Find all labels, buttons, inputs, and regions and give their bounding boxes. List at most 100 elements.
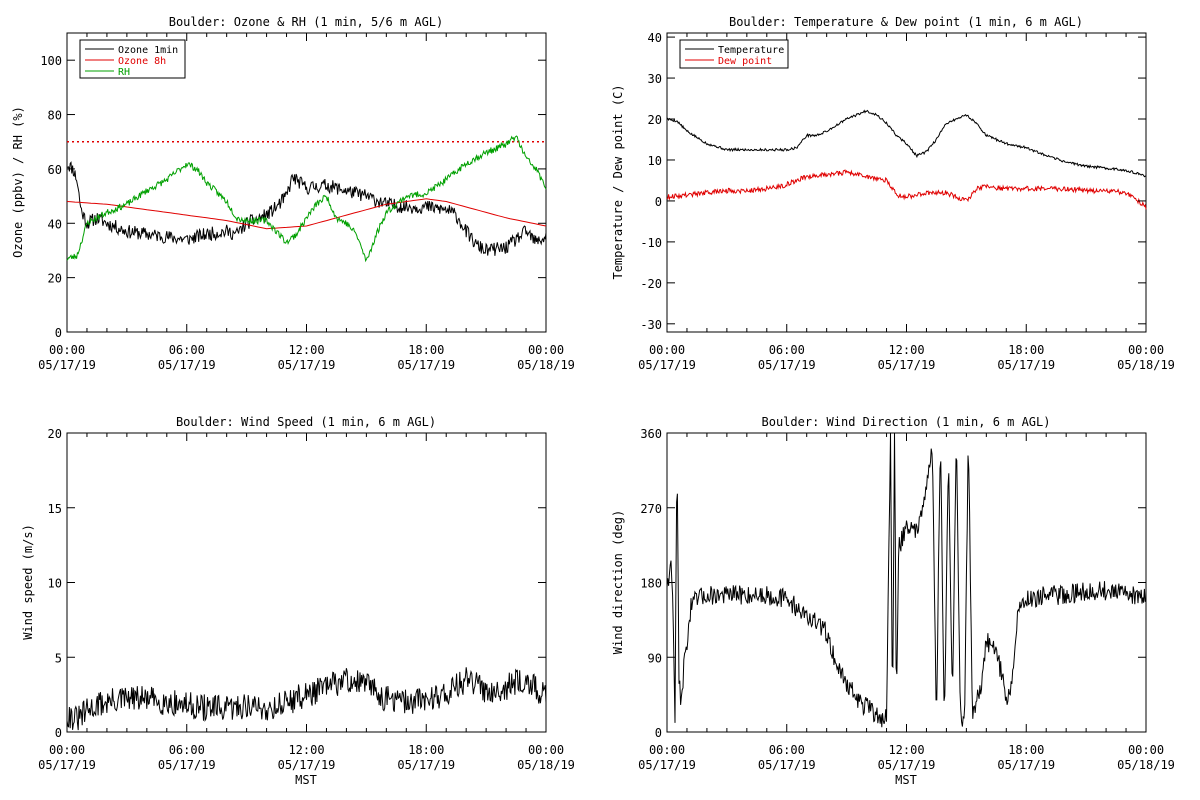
x-tick-time: 06:00 xyxy=(769,743,805,757)
x-tick-date: 05/17/19 xyxy=(38,758,96,772)
series-line-temperature xyxy=(666,109,1147,178)
y-tick-label: 100 xyxy=(40,54,62,68)
x-tick-date: 05/18/19 xyxy=(1117,358,1175,372)
x-tick-time: 12:00 xyxy=(888,743,924,757)
x-tick-date: 05/17/19 xyxy=(878,358,936,372)
y-tick-label: 20 xyxy=(648,113,662,127)
x-tick-date: 05/17/19 xyxy=(638,758,696,772)
x-tick-date: 05/17/19 xyxy=(997,758,1055,772)
y-tick-label: 180 xyxy=(640,577,662,591)
x-tick-time: 18:00 xyxy=(1008,743,1044,757)
legend: Ozone 1min Ozone 8h RH xyxy=(79,39,186,79)
y-tick-label: 0 xyxy=(655,195,662,209)
y-tick-label: -10 xyxy=(640,236,662,250)
x-tick-date: 05/17/19 xyxy=(278,358,336,372)
y-tick-label: 0 xyxy=(655,726,662,740)
y-tick-label: 80 xyxy=(48,109,62,123)
plot-frame xyxy=(666,432,1147,733)
axis-layer: -30-20-1001020304000:0005/17/1906:0005/1… xyxy=(638,31,1175,372)
x-tick-time: 00:00 xyxy=(49,343,85,357)
x-tick-time: 00:00 xyxy=(1128,343,1164,357)
legend-label-temperature: Temperature xyxy=(718,45,784,56)
x-tick-time: 12:00 xyxy=(288,743,324,757)
y-tick-label: 360 xyxy=(640,427,662,441)
x-tick-date: 05/17/19 xyxy=(758,358,816,372)
x-tick-time: 18:00 xyxy=(1008,343,1044,357)
y-tick-label: 10 xyxy=(48,577,62,591)
series-line-dew-point xyxy=(666,169,1147,210)
y-axis-label: Temperature / Dew point (C) xyxy=(611,84,625,279)
series-line-ozone-8h xyxy=(66,198,547,230)
y-tick-label: 30 xyxy=(648,72,662,86)
x-tick-time: 06:00 xyxy=(769,343,805,357)
series-layer xyxy=(666,109,1147,210)
x-tick-date: 05/17/19 xyxy=(638,358,696,372)
x-tick-date: 05/17/19 xyxy=(397,358,455,372)
y-tick-label: 60 xyxy=(48,163,62,177)
axis-layer: 02040608010000:0005/17/1906:0005/17/1912… xyxy=(38,33,575,372)
x-tick-time: 12:00 xyxy=(288,343,324,357)
y-tick-label: 5 xyxy=(55,651,62,665)
x-tick-time: 00:00 xyxy=(1128,743,1164,757)
x-tick-time: 06:00 xyxy=(169,343,205,357)
y-tick-label: 270 xyxy=(640,502,662,516)
series-line-ozone-1min xyxy=(66,161,547,256)
y-tick-label: 15 xyxy=(48,502,62,516)
y-tick-label: 20 xyxy=(48,272,62,286)
y-axis-label: Wind speed (m/s) xyxy=(21,524,35,640)
y-tick-label: 0 xyxy=(55,326,62,340)
x-tick-date: 05/17/19 xyxy=(38,358,96,372)
chart-ozone-rh: Boulder: Ozone & RH (1 min, 5/6 m AGL) 0… xyxy=(11,15,575,372)
y-tick-label: 0 xyxy=(55,726,62,740)
legend-label-ozone-8h: Ozone 8h xyxy=(118,56,166,67)
x-tick-time: 00:00 xyxy=(649,743,685,757)
axis-layer: 09018027036000:0005/17/1906:0005/17/1912… xyxy=(638,427,1175,772)
x-tick-date: 05/17/19 xyxy=(878,758,936,772)
chart-title: Boulder: Wind Speed (1 min, 6 m AGL) xyxy=(176,415,436,429)
x-tick-time: 00:00 xyxy=(49,743,85,757)
x-axis-label: MST xyxy=(295,773,317,787)
chart-wind-speed: Boulder: Wind Speed (1 min, 6 m AGL) 0 5 1… xyxy=(21,415,575,787)
x-tick-time: 00:00 xyxy=(528,343,564,357)
axis-layer: 0510152000:0005/17/1906:0005/17/1912:000… xyxy=(38,427,575,772)
legend-box xyxy=(679,39,789,69)
x-tick-date: 05/18/19 xyxy=(1117,758,1175,772)
x-tick-time: 18:00 xyxy=(408,343,444,357)
x-tick-date: 05/17/19 xyxy=(758,758,816,772)
y-axis-label: Wind direction (deg) xyxy=(611,510,625,655)
chart-title: Boulder: Temperature & Dew point (1 min,… xyxy=(729,15,1083,29)
chart-temperature-dewpoint: Boulder: Temperature & Dew point (1 min,… xyxy=(611,15,1175,372)
x-tick-time: 00:00 xyxy=(528,743,564,757)
legend: Temperature Dew point xyxy=(679,39,789,69)
series-layer xyxy=(66,667,547,731)
x-tick-date: 05/18/19 xyxy=(517,758,575,772)
legend-label-ozone-1min: Ozone 1min xyxy=(118,45,178,56)
x-tick-time: 00:00 xyxy=(649,343,685,357)
series-line-data xyxy=(666,432,1147,728)
x-tick-date: 05/17/19 xyxy=(397,758,455,772)
y-tick-label: 20 xyxy=(48,427,62,441)
chart-title: Boulder: Ozone & RH (1 min, 5/6 m AGL) xyxy=(169,15,444,29)
x-tick-date: 05/18/19 xyxy=(517,358,575,372)
plot-frame xyxy=(666,32,1147,333)
y-axis-label: Ozone (ppbv) / RH (%) xyxy=(11,106,25,258)
x-tick-time: 06:00 xyxy=(169,743,205,757)
x-tick-date: 05/17/19 xyxy=(158,358,216,372)
legend-label-dew-point: Dew point xyxy=(718,56,772,67)
x-axis-label: MST xyxy=(895,773,917,787)
x-tick-time: 12:00 xyxy=(888,343,924,357)
x-tick-date: 05/17/19 xyxy=(278,758,336,772)
chart-wind-direction: Boulder: Wind Direction (1 min, 6 m AGL)… xyxy=(611,415,1175,787)
y-tick-label: 90 xyxy=(648,651,662,665)
chart-title: Boulder: Wind Direction (1 min, 6 m AGL) xyxy=(762,415,1051,429)
y-tick-label: -20 xyxy=(640,277,662,291)
x-tick-date: 05/17/19 xyxy=(158,758,216,772)
series-layer xyxy=(66,135,547,263)
y-tick-label: -30 xyxy=(640,318,662,332)
legend-box xyxy=(79,39,186,79)
x-tick-date: 05/17/19 xyxy=(997,358,1055,372)
y-tick-label: 10 xyxy=(648,154,662,168)
series-line-data xyxy=(66,667,547,731)
series-line-rh xyxy=(66,135,547,263)
